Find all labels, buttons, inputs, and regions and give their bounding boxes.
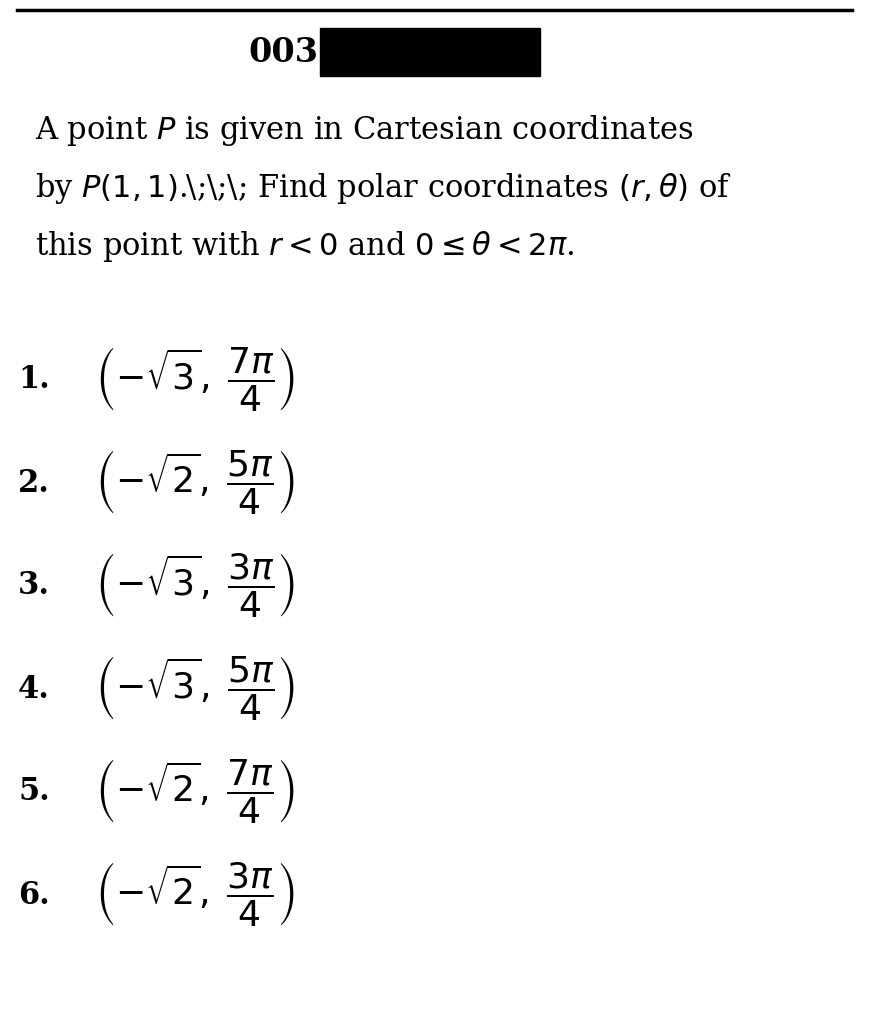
Text: by $P(1, 1)$.\;\;\; Find polar coordinates $(r, \theta)$ of: by $P(1, 1)$.\;\;\; Find polar coordinat… <box>35 171 732 205</box>
Text: 2.: 2. <box>18 467 50 499</box>
Text: A point $P$ is given in Cartesian coordinates: A point $P$ is given in Cartesian coordi… <box>35 113 693 147</box>
Text: 003: 003 <box>248 36 318 68</box>
Text: 6.: 6. <box>18 880 50 910</box>
Text: $\left(-\sqrt{2},\; \dfrac{7\pi}{4}\right)$: $\left(-\sqrt{2},\; \dfrac{7\pi}{4}\righ… <box>95 758 295 826</box>
Text: 3.: 3. <box>18 571 50 601</box>
Bar <box>320 28 540 76</box>
Text: 1.: 1. <box>18 365 50 395</box>
Text: $\left(-\sqrt{3},\; \dfrac{3\pi}{4}\right)$: $\left(-\sqrt{3},\; \dfrac{3\pi}{4}\righ… <box>95 552 295 620</box>
Text: 5.: 5. <box>18 776 50 808</box>
Text: $\left(-\sqrt{2},\; \dfrac{5\pi}{4}\right)$: $\left(-\sqrt{2},\; \dfrac{5\pi}{4}\righ… <box>95 449 295 517</box>
Text: $\left(-\sqrt{2},\; \dfrac{3\pi}{4}\right)$: $\left(-\sqrt{2},\; \dfrac{3\pi}{4}\righ… <box>95 861 295 930</box>
Text: $\left(-\sqrt{3},\; \dfrac{7\pi}{4}\right)$: $\left(-\sqrt{3},\; \dfrac{7\pi}{4}\righ… <box>95 345 295 415</box>
Text: $\left(-\sqrt{3},\; \dfrac{5\pi}{4}\right)$: $\left(-\sqrt{3},\; \dfrac{5\pi}{4}\righ… <box>95 655 295 723</box>
Text: this point with $r < 0$ and $0 \leq \theta < 2\pi$.: this point with $r < 0$ and $0 \leq \the… <box>35 229 574 263</box>
Text: 4.: 4. <box>18 674 50 704</box>
